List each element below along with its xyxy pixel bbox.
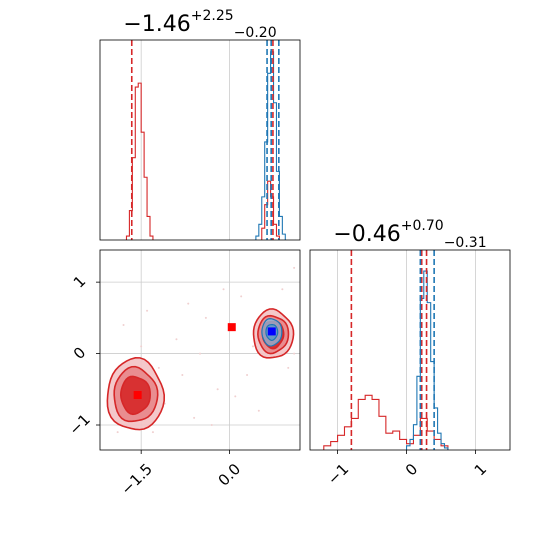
title-lower-error: −0.20	[234, 25, 277, 41]
scatter-point	[251, 345, 254, 348]
marker-square	[267, 327, 276, 336]
markers	[133, 323, 276, 399]
scatter-point	[210, 424, 213, 426]
axes-frame	[99, 39, 301, 241]
scatter-point	[216, 388, 219, 391]
grid	[337, 250, 476, 450]
scatter-point	[116, 431, 119, 434]
scatter-point	[181, 374, 184, 376]
scatter-point	[204, 316, 207, 319]
panel-title: −1.46+2.25−0.20	[123, 8, 276, 41]
quantile-lines	[350, 250, 435, 450]
scatter-point	[193, 416, 196, 419]
axes-frame	[99, 249, 301, 451]
scatter-point	[187, 302, 190, 305]
scatter-point	[287, 366, 290, 369]
scatter-point	[199, 352, 201, 355]
title-median: −0.46	[333, 222, 400, 247]
histogram-panel-top-left: −1.46+2.25−0.20	[99, 8, 301, 241]
title-median: −1.46	[123, 12, 190, 37]
scatter-point	[234, 395, 237, 398]
scatter-point	[246, 374, 249, 376]
title-lower-error: −0.31	[444, 235, 487, 251]
scatter-point	[175, 338, 178, 341]
marker-square	[227, 323, 236, 332]
scatter-point	[281, 288, 284, 291]
title-upper-error: +0.70	[401, 218, 444, 234]
quantile-lines	[130, 40, 280, 240]
grid	[140, 40, 230, 240]
panel-title: −0.46+0.70−0.31	[333, 218, 486, 251]
scatter-point	[257, 409, 260, 412]
scatter-point	[140, 345, 143, 348]
scatter-point	[293, 266, 296, 269]
title-upper-error: +2.25	[191, 8, 234, 24]
scatter-point	[151, 431, 154, 434]
scatter-point	[240, 295, 243, 298]
scatter-points	[116, 266, 296, 434]
axes-frame	[309, 249, 511, 451]
marker-square	[133, 391, 142, 399]
scatter-point	[122, 324, 125, 326]
scatter-point	[222, 288, 225, 291]
histogram-step	[125, 82, 154, 240]
scatter-point	[146, 309, 149, 312]
scatter-point	[293, 352, 296, 355]
histogram-step	[323, 394, 449, 450]
scatter-point	[157, 366, 160, 369]
